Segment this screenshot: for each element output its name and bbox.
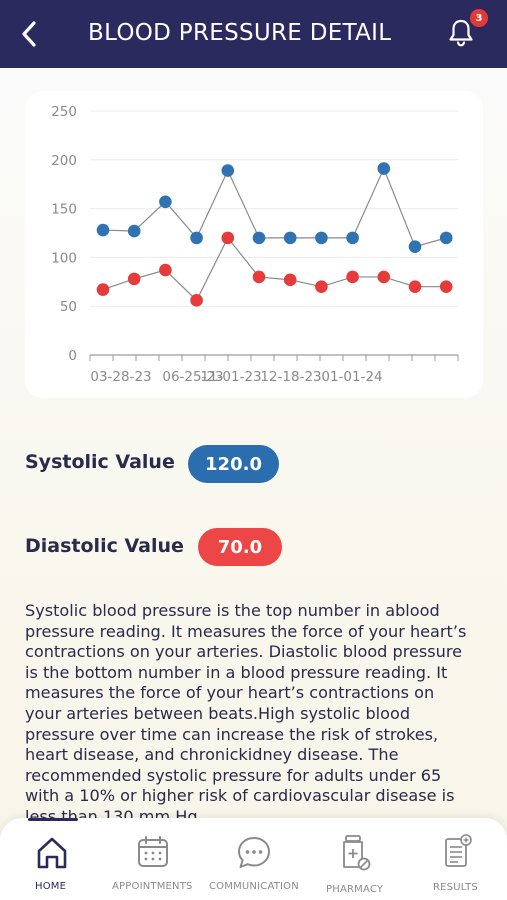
data-point [127, 272, 141, 286]
y-tick-label: 0 [68, 348, 77, 364]
x-tick-label: 12-18-23 [260, 369, 321, 385]
active-tab-indicator [28, 818, 78, 821]
nav-label-communication: COMMUNICATION [209, 881, 299, 892]
data-point [439, 231, 453, 245]
page-title: BLOOD PRESSURE DETAIL [88, 20, 392, 46]
data-point [377, 162, 391, 175]
y-tick-label: 50 [60, 299, 77, 315]
bell-icon [449, 19, 473, 47]
data-point [377, 270, 391, 284]
data-point [127, 224, 141, 238]
nav-item-pharmacy[interactable]: PHARMACY [320, 818, 390, 900]
data-point [96, 223, 110, 237]
nav-item-results[interactable]: RESULTS [425, 818, 487, 900]
data-point [283, 273, 297, 287]
home-icon [37, 837, 67, 869]
x-tick-label: 01-01-24 [321, 369, 382, 385]
nav-label-appointments: APPOINTMENTS [112, 881, 193, 892]
data-point [96, 283, 110, 296]
data-point [252, 231, 266, 245]
pharmacy-icon [343, 835, 371, 871]
systolic-value-badge: 120.0 [188, 445, 279, 483]
app-header: BLOOD PRESSURE DETAIL 3 [0, 0, 507, 68]
systolic-row: Systolic Value [25, 451, 175, 473]
series-line [102, 236, 447, 302]
data-point [159, 263, 172, 277]
y-tick-label: 100 [51, 250, 77, 266]
data-point [252, 270, 266, 284]
systolic-value: 120.0 [205, 453, 262, 475]
diastolic-value-badge: 70.0 [198, 528, 282, 566]
notifications-button[interactable] [444, 16, 478, 50]
nav-label-pharmacy: PHARMACY [326, 884, 384, 895]
nav-item-appointments[interactable]: APPOINTMENTS [110, 818, 196, 900]
data-point [190, 294, 203, 307]
y-tick-label: 150 [51, 202, 77, 218]
nav-label-results: RESULTS [433, 882, 478, 893]
data-point [315, 231, 328, 245]
description-text: Systolic blood pressure is the top numbe… [25, 601, 467, 819]
data-point [221, 164, 235, 177]
blood-pressure-chart: 250 200 150 100 50 0 03-28-23 06-25-23 11-01-23 1… [25, 91, 483, 398]
data-point [408, 280, 422, 293]
data-point [283, 231, 297, 245]
diastolic-label: Diastolic Value [25, 535, 184, 557]
data-point [346, 231, 359, 245]
y-tick-label: 200 [51, 153, 77, 169]
x-tick-label: 06-25-23 [162, 369, 223, 385]
data-point [190, 231, 203, 245]
data-point [346, 270, 359, 284]
chat-icon [238, 837, 270, 868]
systolic-label: Systolic Value [25, 451, 175, 473]
results-icon [445, 834, 472, 867]
series-line [102, 167, 447, 248]
back-button[interactable] [14, 18, 44, 50]
data-point [221, 231, 235, 245]
x-tick-label: 03-28-23 [90, 369, 151, 385]
chart-svg: 250 200 150 100 50 0 03-28-23 06-25-2311-01-231… [51, 104, 459, 385]
data-point [315, 280, 328, 293]
calendar-icon [138, 836, 168, 867]
notification-badge: 3 [470, 9, 488, 27]
y-tick-label: 250 [51, 104, 77, 120]
data-point [408, 240, 422, 253]
diastolic-row: Diastolic Value [25, 535, 184, 557]
chevron-left-icon [22, 21, 36, 47]
diastolic-value: 70.0 [217, 536, 263, 558]
nav-label-home: HOME [35, 881, 67, 892]
data-point [439, 280, 453, 293]
bottom-navigation: HOME APPOINTMENTS COMMUNICATION PHARMAC [0, 818, 507, 900]
data-point [159, 195, 172, 209]
nav-item-communication[interactable]: COMMUNICATION [207, 818, 301, 900]
nav-item-home[interactable]: HOME [22, 818, 82, 900]
x-tick-label: 11-01-23 [200, 369, 261, 385]
